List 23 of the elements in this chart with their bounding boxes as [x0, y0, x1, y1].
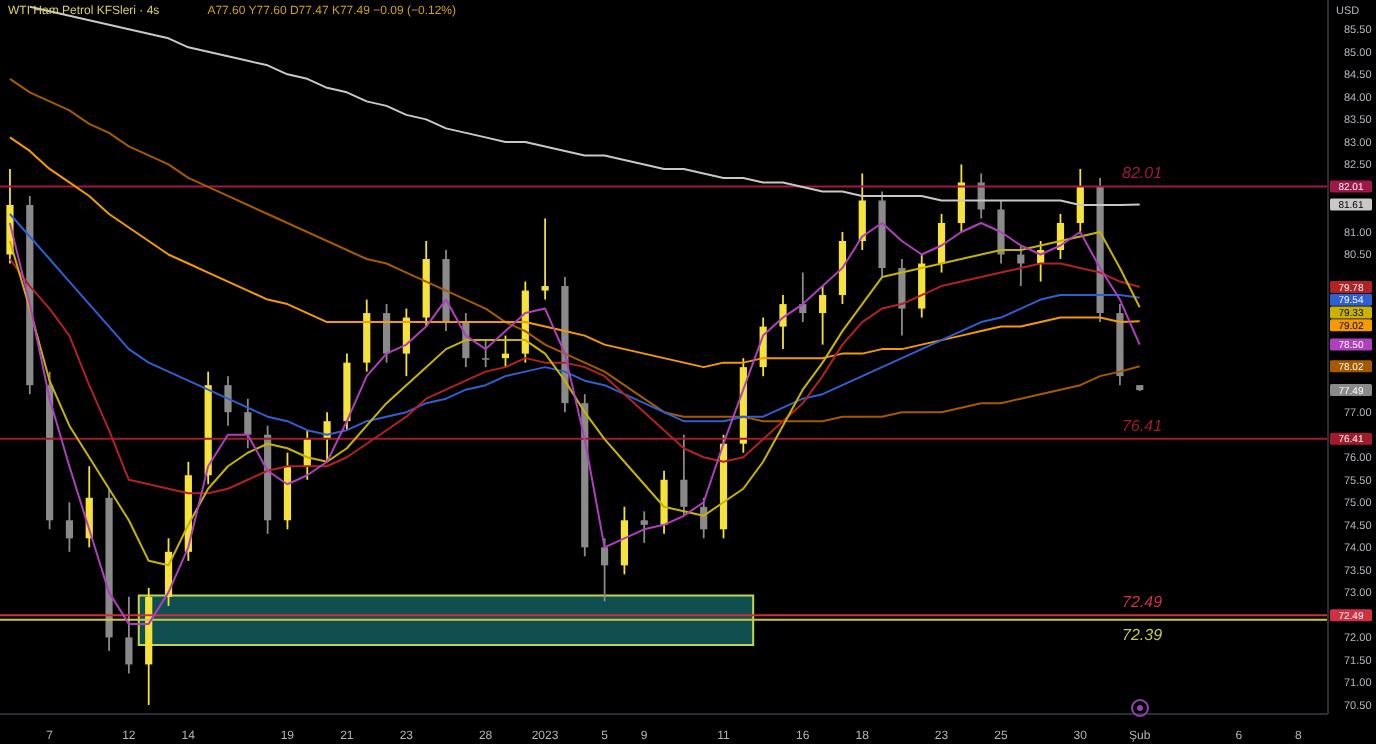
ref-line-label: 82.01 — [1122, 164, 1163, 183]
candlestick — [819, 285, 827, 346]
candlestick — [660, 469, 668, 535]
candlestick — [779, 294, 787, 351]
candlestick — [125, 595, 133, 675]
candlestick — [224, 375, 232, 427]
candlestick — [640, 510, 648, 544]
candlestick — [482, 339, 490, 369]
ref-line-label: 76.41 — [1122, 416, 1163, 435]
candlestick — [858, 172, 866, 251]
candlestick — [997, 199, 1005, 265]
candlestick — [382, 303, 391, 364]
candlestick — [1076, 168, 1084, 233]
ref-line-label: 72.49 — [1122, 593, 1164, 612]
ref-line-label: 72.39 — [1122, 625, 1164, 644]
candlestick — [600, 537, 609, 603]
candlestick — [244, 397, 252, 450]
candlestick — [541, 217, 549, 301]
candlestick — [65, 501, 74, 553]
candlestick — [620, 505, 629, 576]
candlestick — [680, 433, 688, 517]
candlestick — [1017, 244, 1025, 287]
candlestick — [898, 258, 906, 337]
